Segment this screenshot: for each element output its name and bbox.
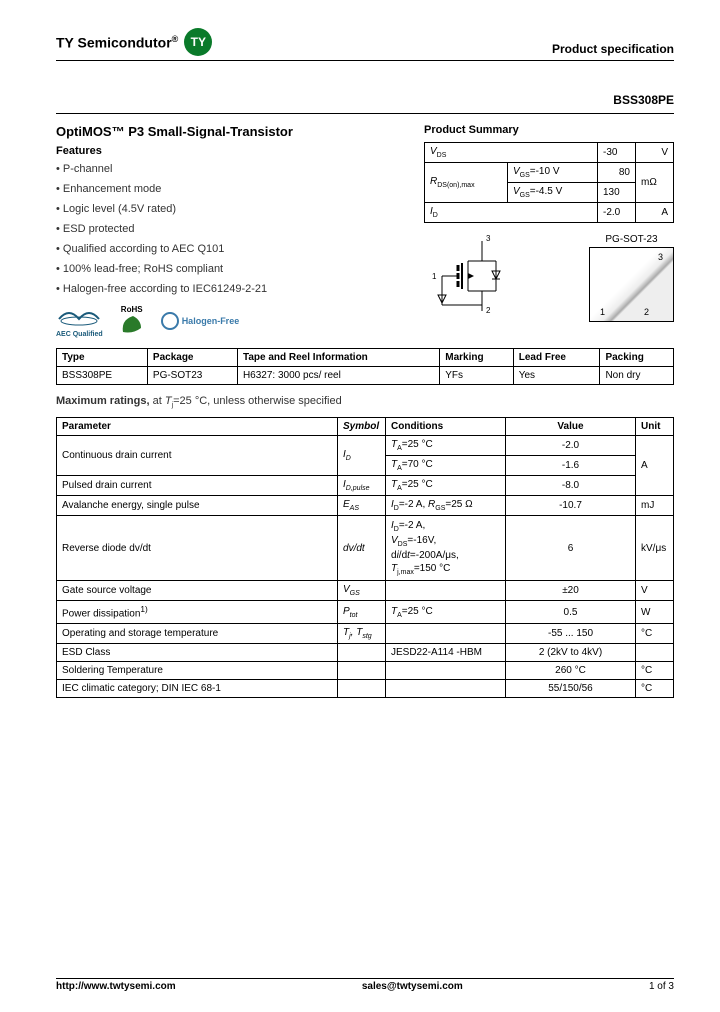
package-image-icon: 3 1 2 bbox=[589, 247, 674, 322]
halogen-free-badge-icon: Halogen-Free bbox=[161, 312, 240, 330]
feature-item: Enhancement mode bbox=[56, 183, 406, 195]
divider bbox=[56, 113, 674, 114]
ratings-table: ParameterSymbol ConditionsValue Unit Con… bbox=[56, 417, 674, 698]
top-section: OptiMOS™ P3 Small-Signal-Transistor Feat… bbox=[56, 124, 674, 338]
svg-text:1: 1 bbox=[432, 272, 437, 281]
feature-item: Halogen-free according to IEC61249-2-21 bbox=[56, 283, 406, 295]
footer-url[interactable]: http://www.twtysemi.com bbox=[56, 981, 176, 992]
circuit-diagram-icon: 3 bbox=[424, 233, 577, 323]
svg-text:2: 2 bbox=[486, 306, 491, 315]
product-title: OptiMOS™ P3 Small-Signal-Transistor bbox=[56, 124, 406, 139]
package-row: 3 bbox=[424, 233, 674, 323]
feature-item: P-channel bbox=[56, 163, 406, 175]
rohs-badge-icon: RoHS bbox=[119, 305, 145, 336]
features-list: P-channel Enhancement mode Logic level (… bbox=[56, 163, 406, 295]
summary-table: VDS-30V RDS(on),maxVGS=-10 V80mΩ VGS=-4.… bbox=[424, 142, 674, 223]
package-label: PG-SOT-23 bbox=[589, 234, 674, 245]
divider bbox=[56, 60, 674, 61]
page-number: 1 of 3 bbox=[649, 981, 674, 992]
brand-logo-icon: TY bbox=[184, 28, 212, 56]
datasheet-page: TY Semicondutor® TY Product specificatio… bbox=[0, 0, 720, 1012]
summary-heading: Product Summary bbox=[424, 124, 674, 136]
feature-item: 100% lead-free; RoHS compliant bbox=[56, 263, 406, 275]
type-table: TypePackage Tape and Reel InformationMar… bbox=[56, 348, 674, 385]
page-footer: http://www.twtysemi.com sales@twtysemi.c… bbox=[56, 978, 674, 992]
footer-email[interactable]: sales@twtysemi.com bbox=[362, 981, 463, 992]
compliance-badges: AEC Qualified RoHS Halogen-Free bbox=[56, 303, 406, 338]
spec-label: Product specification bbox=[552, 42, 674, 56]
aec-badge-icon: AEC Qualified bbox=[56, 303, 103, 338]
page-header: TY Semicondutor® TY Product specificatio… bbox=[56, 28, 674, 56]
feature-item: Logic level (4.5V rated) bbox=[56, 203, 406, 215]
feature-item: ESD protected bbox=[56, 223, 406, 235]
brand-block: TY Semicondutor® TY bbox=[56, 28, 212, 56]
part-number: BSS308PE bbox=[56, 93, 674, 107]
features-heading: Features bbox=[56, 145, 406, 157]
max-ratings-title: Maximum ratings, at Tj=25 °C, unless oth… bbox=[56, 395, 674, 409]
brand-name: TY Semicondutor® bbox=[56, 34, 178, 51]
feature-item: Qualified according to AEC Q101 bbox=[56, 243, 406, 255]
svg-text:3: 3 bbox=[486, 234, 491, 243]
